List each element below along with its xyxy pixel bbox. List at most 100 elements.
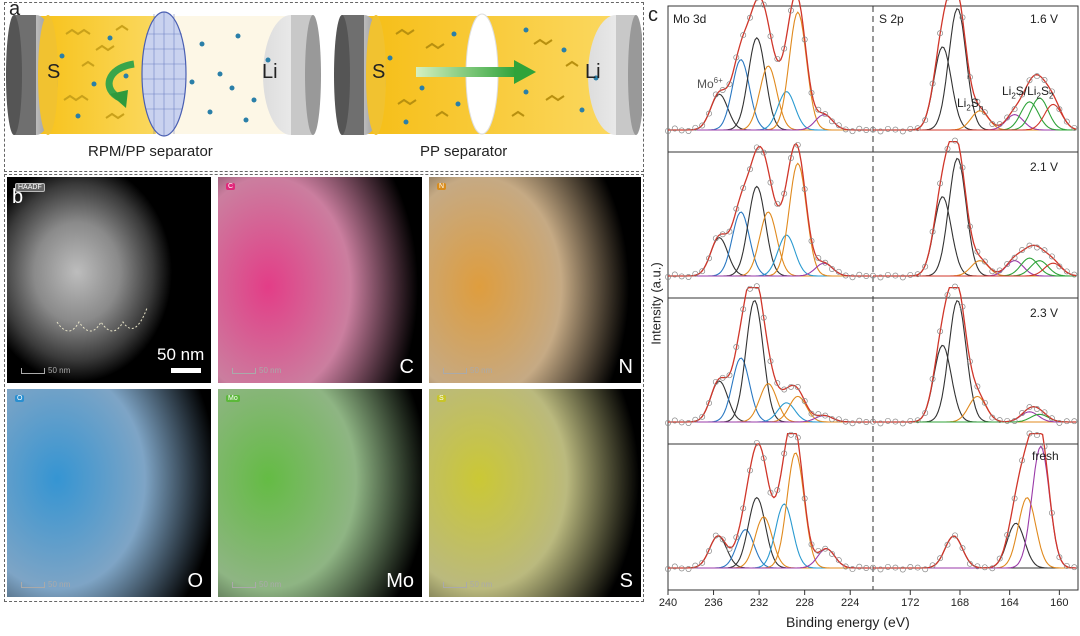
- data-point-L-3-22: [815, 547, 822, 554]
- data-point-L-1-1: [671, 271, 678, 278]
- data-point-L-2-25: [835, 416, 842, 423]
- data-point-R-1-20: [1019, 247, 1026, 253]
- data-point-R-3-19: [1011, 495, 1018, 502]
- map-n: N 50 nm N: [429, 177, 641, 383]
- envelope-L-0: [668, 0, 872, 131]
- data-point-R-1-15: [981, 258, 988, 265]
- component-R-2-0: [873, 344, 1077, 423]
- data-point-R-2-3: [892, 418, 899, 425]
- map-c-scale: 50 nm: [232, 366, 281, 375]
- data-point-L-2-23: [822, 412, 829, 419]
- left-tick-label-4: 224: [841, 597, 859, 609]
- data-point-L-2-19: [794, 384, 801, 390]
- map-mo-element: Mo: [386, 570, 414, 592]
- map-mo: Mo 50 nm Mo: [218, 389, 422, 597]
- data-point-R-0-25: [1056, 106, 1063, 113]
- data-point-L-3-28: [856, 563, 863, 570]
- data-point-L-0-2: [678, 127, 685, 134]
- data-point-R-1-23: [1041, 247, 1048, 254]
- data-point-L-2-8: [719, 374, 726, 381]
- data-point-L-2-14: [760, 314, 767, 321]
- data-point-L-1-24: [829, 266, 835, 272]
- data-point-R-2-6: [914, 417, 921, 424]
- data-point-L-0-12: [747, 14, 753, 21]
- data-point-R-3-7: [922, 566, 929, 573]
- data-point-L-2-5: [699, 413, 706, 420]
- right-tick-label-3: 160: [1050, 597, 1068, 609]
- data-point-L-2-24: [829, 416, 835, 423]
- data-point-R-2-10: [944, 291, 951, 298]
- data-point-L-0-15: [767, 33, 774, 40]
- rpm-cell: [6, 11, 321, 137]
- data-point-R-3-16: [989, 565, 996, 572]
- data-point-L-0-27: [849, 128, 856, 135]
- data-point-R-2-2: [884, 417, 891, 424]
- data-point-L-1-27: [849, 274, 856, 281]
- s2p-title: S 2p: [879, 12, 904, 26]
- data-point-L-1-5: [699, 268, 706, 275]
- data-point-R-3-6: [914, 564, 921, 571]
- data-point-L-0-23: [822, 111, 829, 118]
- right-tick-label-1: 168: [951, 597, 969, 609]
- data-point-R-0-3: [892, 126, 899, 133]
- data-point-L-0-18: [788, 7, 794, 14]
- data-point-R-2-8: [929, 376, 936, 382]
- data-point-R-0-7: [922, 117, 929, 124]
- data-point-L-0-20: [801, 36, 808, 43]
- state-label-1: 1.6 V: [1030, 12, 1059, 26]
- panel-a-schematic: [6, 11, 642, 137]
- data-point-L-0-26: [842, 126, 849, 133]
- data-point-R-3-20: [1019, 457, 1026, 464]
- data-point-R-1-1: [877, 274, 884, 281]
- pp-cell: [334, 13, 642, 135]
- mo6-annotation: Mo6+: [697, 76, 723, 91]
- data-point-L-0-24: [829, 118, 835, 125]
- data-point-L-1-29: [863, 273, 870, 279]
- data-point-L-3-10: [733, 534, 740, 541]
- map-s: S 50 nm S: [429, 389, 641, 597]
- data-point-L-2-7: [712, 378, 719, 385]
- data-point-L-2-6: [706, 400, 712, 407]
- data-point-L-2-11: [740, 306, 747, 313]
- map-o: O 50 nm O: [7, 389, 211, 597]
- data-point-R-1-14: [974, 248, 981, 255]
- data-point-L-2-1: [671, 417, 678, 424]
- data-point-R-1-27: [1071, 271, 1078, 278]
- data-point-R-3-13: [966, 560, 973, 567]
- map-o-scale: 50 nm: [21, 580, 70, 589]
- data-point-R-3-22: [1034, 432, 1040, 439]
- data-point-R-2-11: [952, 283, 958, 290]
- data-point-R-2-15: [981, 399, 988, 406]
- data-point-R-0-17: [996, 121, 1003, 128]
- data-point-R-0-23: [1041, 77, 1048, 83]
- state-label-2: 2.1 V: [1030, 160, 1059, 174]
- data-point-R-1-4: [899, 274, 906, 281]
- panel-b-label: b: [12, 186, 24, 208]
- data-point-R-0-27: [1071, 124, 1078, 131]
- panel-a-label: a: [9, 0, 21, 20]
- data-point-L-1-13: [753, 144, 760, 151]
- data-point-R-0-12: [959, 14, 966, 21]
- data-point-L-2-16: [774, 380, 781, 387]
- component-L-3-2: [668, 496, 872, 569]
- data-point-R-3-18: [1004, 532, 1011, 538]
- left-tick-label-1: 236: [704, 597, 722, 609]
- data-point-L-3-14: [760, 455, 767, 462]
- data-point-R-2-24: [1048, 415, 1055, 422]
- component-R-1-2: [873, 260, 1077, 277]
- map-c-element: C: [399, 356, 414, 378]
- data-point-R-3-5: [907, 564, 914, 570]
- data-point-L-3-8: [719, 536, 726, 543]
- data-point-L-1-9: [726, 228, 733, 235]
- data-point-L-3-13: [753, 439, 760, 446]
- data-point-L-2-0: [665, 420, 671, 426]
- data-point-L-3-4: [692, 562, 699, 569]
- data-point-L-2-20: [801, 398, 808, 404]
- data-point-L-3-29: [863, 565, 870, 571]
- data-point-R-2-26: [1063, 418, 1070, 425]
- map-c: C 50 nm C: [218, 177, 422, 383]
- data-point-R-0-19: [1011, 106, 1018, 113]
- data-point-L-3-9: [726, 545, 733, 552]
- data-point-L-2-18: [788, 383, 794, 390]
- data-point-R-3-23: [1041, 443, 1048, 450]
